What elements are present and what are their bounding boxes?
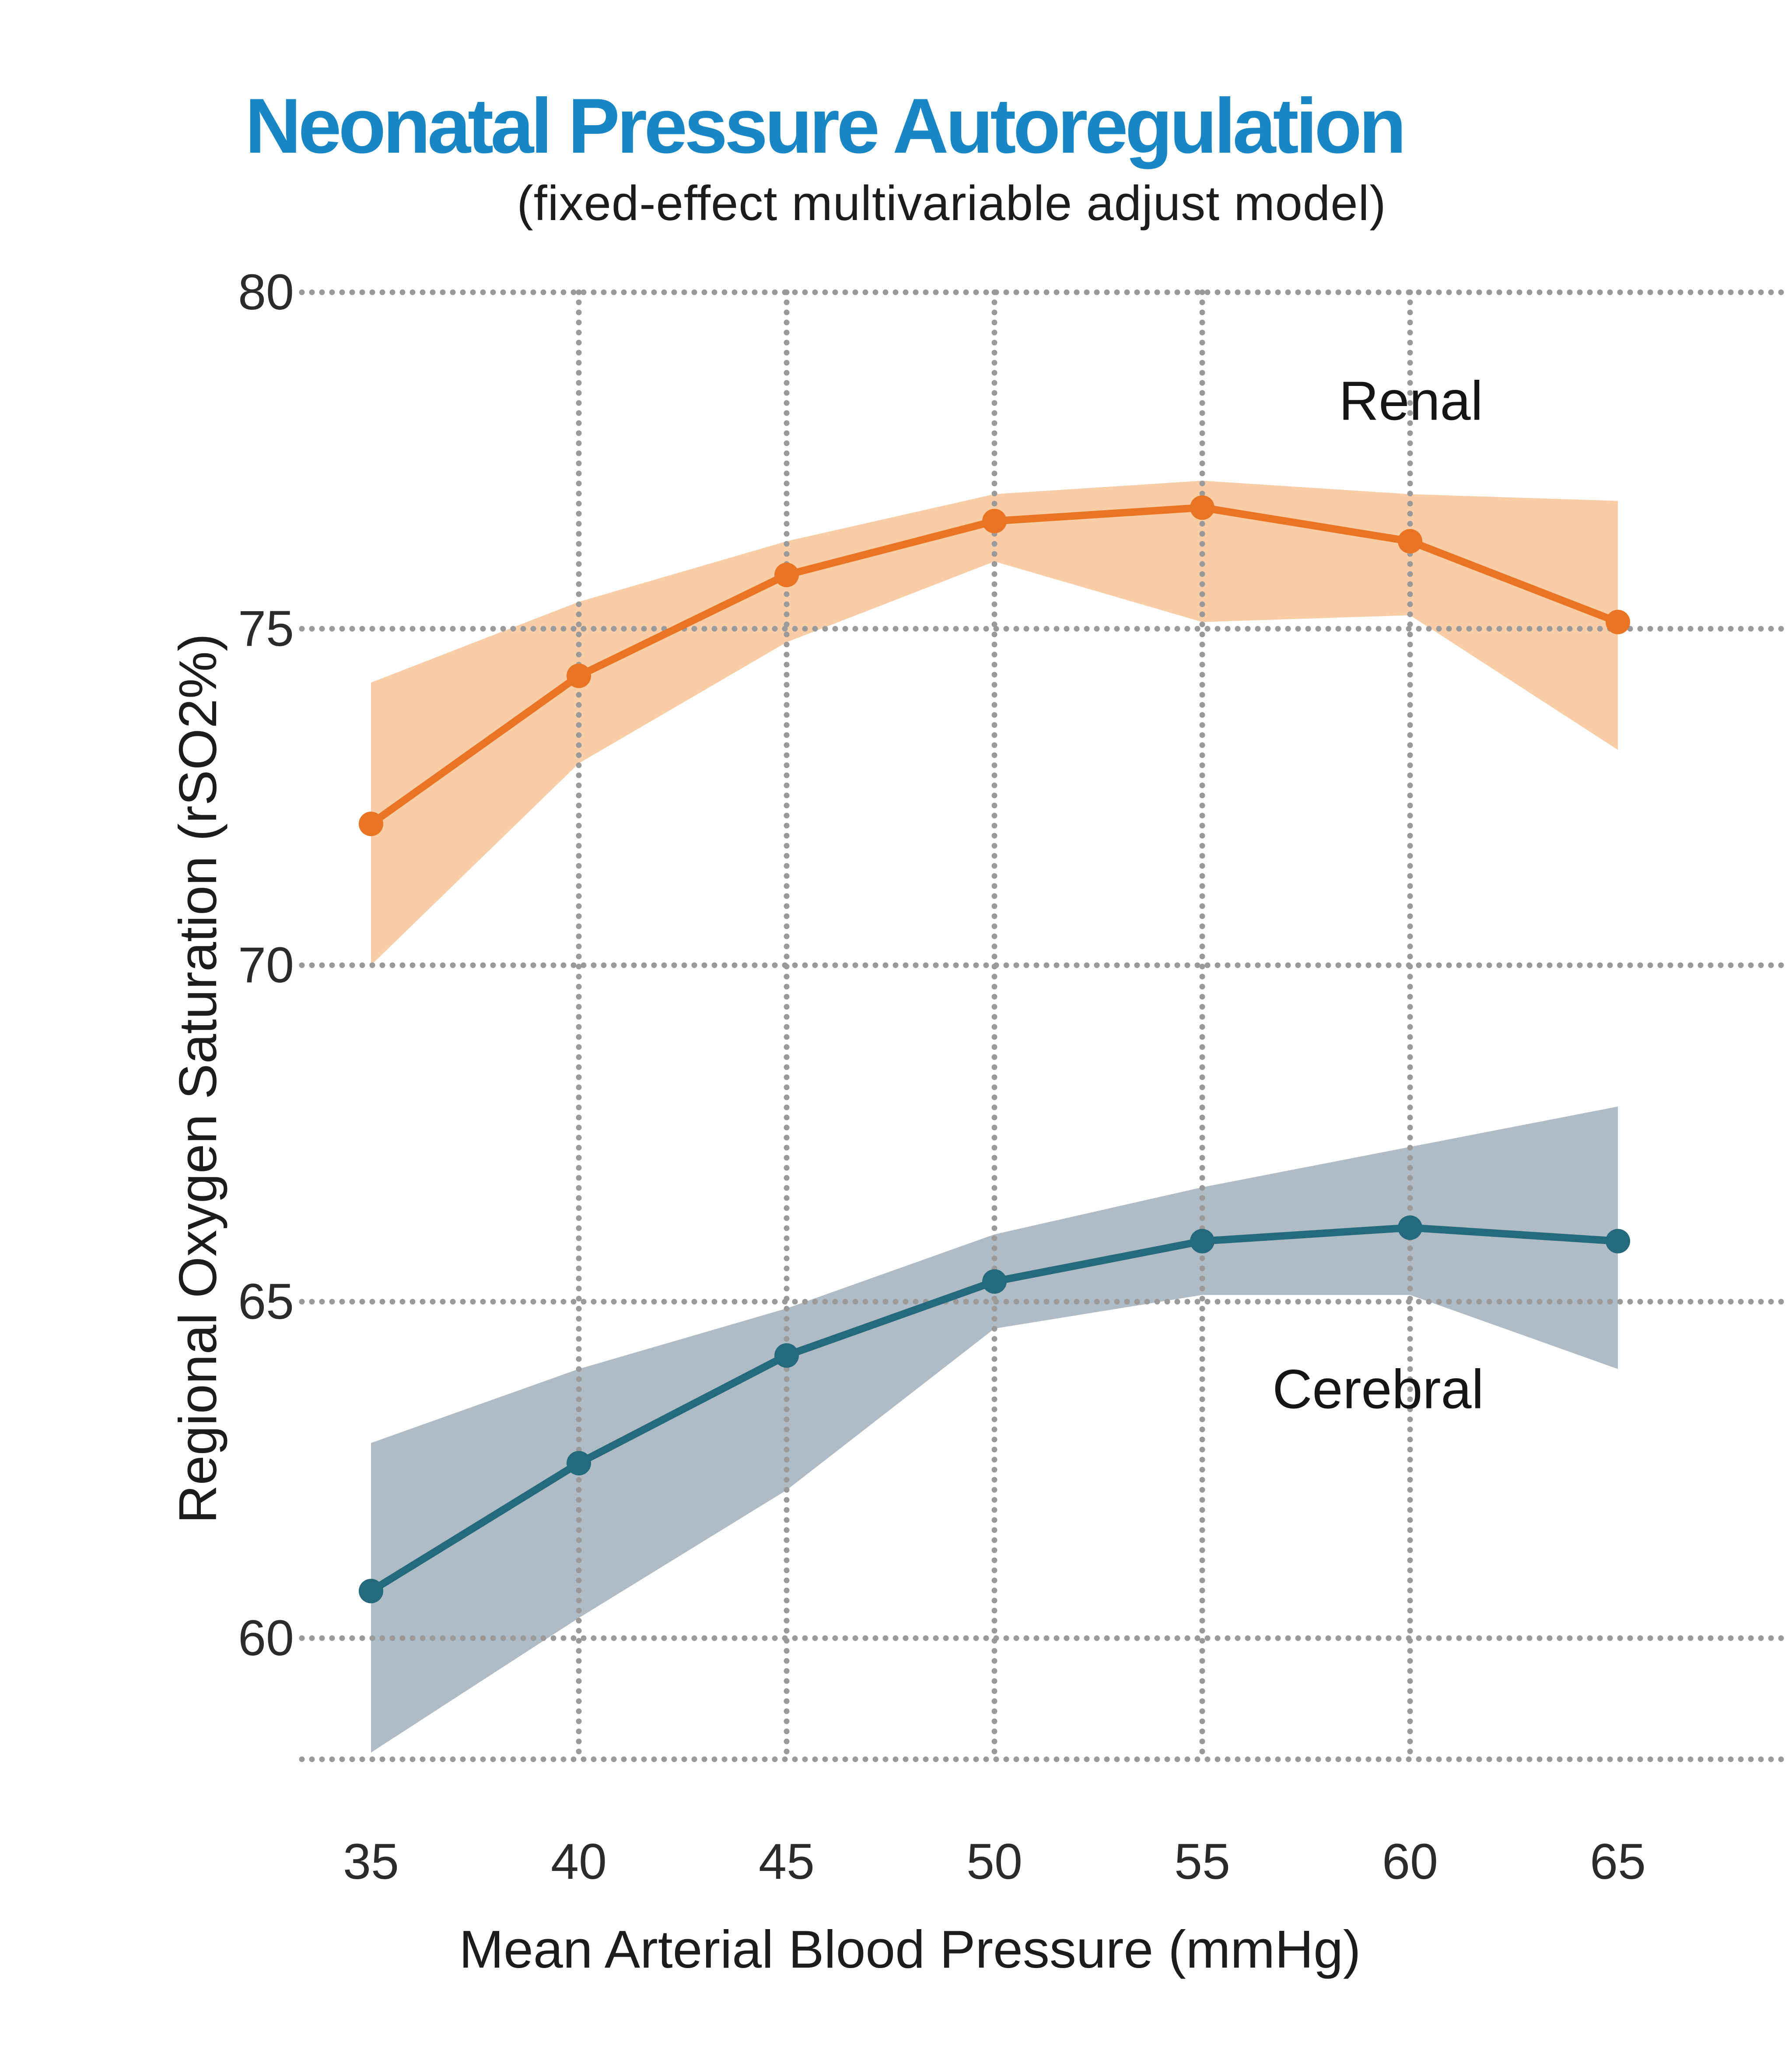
- y-tick-label: 70: [238, 937, 294, 993]
- cerebral-point: [567, 1451, 591, 1476]
- y-tick-label: 80: [238, 264, 294, 320]
- cerebral-ci-band: [371, 1106, 1618, 1753]
- gridlines-layer: [299, 289, 1792, 1762]
- x-tick-label: 50: [966, 1834, 1022, 1890]
- x-axis-label: Mean Arterial Blood Pressure (mmHg): [459, 1919, 1361, 1979]
- renal-point: [1190, 495, 1214, 520]
- x-tick-label: 45: [759, 1834, 815, 1890]
- x-tick-label: 35: [343, 1834, 399, 1890]
- series-label-renal: Renal: [1339, 370, 1483, 432]
- series-lines-layer: [359, 495, 1630, 1604]
- y-tick-label: 75: [238, 601, 294, 657]
- x-tick-label: 40: [551, 1834, 607, 1890]
- cerebral-point: [982, 1269, 1007, 1294]
- x-tick-label: 60: [1382, 1834, 1438, 1890]
- renal-point: [1606, 609, 1630, 634]
- ci-bands-layer: [371, 480, 1618, 1753]
- x-tick-label: 65: [1590, 1834, 1646, 1890]
- y-tick-label: 60: [238, 1610, 294, 1666]
- cerebral-point: [1398, 1215, 1422, 1240]
- cerebral-point: [1606, 1229, 1630, 1254]
- y-axis-label: Regional Oxygen Saturation (rSO2%): [168, 633, 228, 1524]
- renal-point: [774, 562, 799, 587]
- renal-point: [359, 812, 383, 837]
- x-tick-label: 55: [1174, 1834, 1230, 1890]
- y-tick-label: 65: [238, 1274, 294, 1330]
- cerebral-point: [359, 1579, 383, 1604]
- renal-point: [1398, 529, 1422, 554]
- cerebral-point: [1190, 1229, 1214, 1254]
- page-title: Neonatal Pressure Autoregulation: [245, 82, 1407, 169]
- page-subtitle: (fixed-effect multivariable adjust model…: [517, 176, 1386, 231]
- renal-point: [982, 508, 1007, 533]
- renal-point: [567, 663, 591, 688]
- series-label-cerebral: Cerebral: [1272, 1358, 1484, 1420]
- cerebral-point: [774, 1343, 799, 1368]
- renal-ci-band: [371, 480, 1618, 965]
